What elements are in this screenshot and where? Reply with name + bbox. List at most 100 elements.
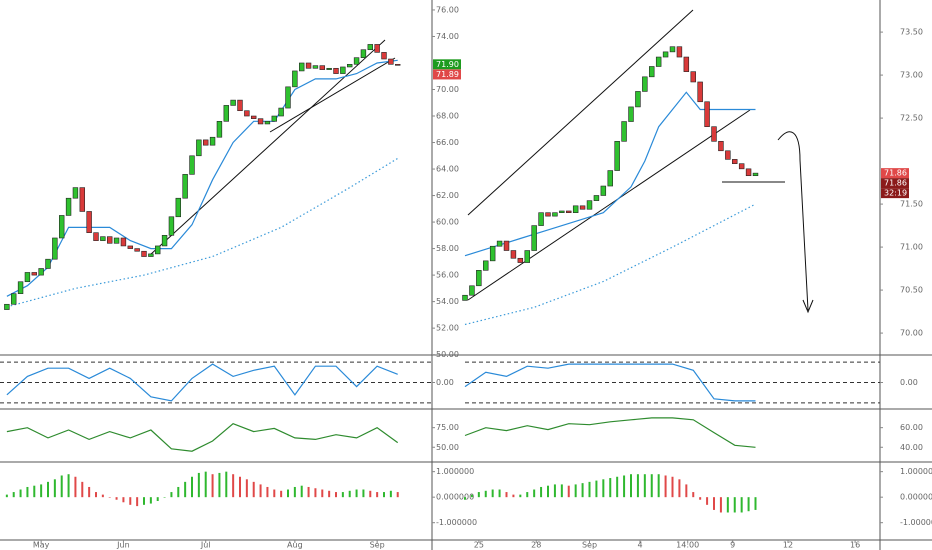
candle — [4, 303, 10, 310]
y-tick-label: 0.00 — [900, 378, 918, 387]
histogram-bar — [547, 485, 549, 498]
candle — [292, 70, 298, 88]
histogram-bar — [81, 481, 84, 498]
histogram-bar — [477, 492, 480, 498]
histogram-bar — [136, 497, 139, 507]
candle — [690, 71, 696, 83]
candle — [148, 253, 154, 257]
y-tick-label: 40.00 — [900, 443, 923, 452]
histogram-bar — [245, 479, 248, 498]
histogram-bar — [211, 474, 214, 498]
histogram-bar — [664, 475, 667, 498]
candle — [367, 44, 373, 51]
histogram-bar — [5, 494, 8, 498]
y-tick-label: 56.00 — [436, 271, 459, 280]
histogram-bar — [519, 494, 522, 498]
candle — [17, 281, 24, 294]
histogram-bar — [526, 492, 529, 498]
x-tick-label: Jun — [116, 541, 130, 550]
candle — [586, 200, 593, 210]
price-label-bg — [881, 178, 909, 189]
y-tick-label: 70.50 — [900, 286, 923, 295]
histogram-bar — [355, 489, 358, 498]
candle — [127, 245, 133, 249]
y-tick-label: 64.00 — [436, 165, 459, 174]
histogram-bar — [464, 497, 466, 500]
histogram-bar — [218, 472, 221, 498]
candle — [483, 260, 489, 271]
oscillator-line — [464, 417, 756, 448]
candle — [725, 150, 731, 160]
candle — [614, 141, 620, 171]
candle — [489, 245, 496, 262]
histogram-bar — [33, 485, 36, 498]
histogram-bar — [491, 489, 494, 498]
histogram-bar — [376, 492, 379, 498]
histogram-bar — [657, 474, 660, 498]
histogram-bar — [747, 497, 750, 512]
histogram-bar — [197, 472, 200, 498]
candle — [285, 86, 291, 109]
histogram-bar — [232, 474, 235, 498]
y-tick-label: 70.00 — [900, 329, 923, 338]
drawings — [149, 9, 814, 314]
histogram-bar — [149, 497, 152, 504]
histogram-bar — [88, 486, 91, 498]
histogram-bar — [389, 490, 392, 498]
y-tick-label: 75.00 — [436, 423, 459, 432]
y-tick-label: 73.50 — [900, 28, 923, 37]
candle — [655, 56, 662, 67]
histogram-bar — [67, 474, 70, 498]
histogram-bar — [129, 497, 132, 505]
x-tick-label: Sep — [370, 541, 385, 550]
y-tick-label: 50.00 — [436, 443, 459, 452]
histogram-bar — [505, 492, 508, 498]
histogram-bar — [53, 479, 56, 498]
histogram-bar — [101, 494, 104, 498]
y-tick-label: 54.00 — [436, 297, 459, 306]
candle — [100, 236, 106, 241]
candle — [79, 187, 85, 212]
histogram-bar — [733, 497, 736, 513]
candle — [45, 258, 51, 269]
indicator-line — [6, 59, 398, 297]
candle — [65, 197, 72, 216]
candle — [503, 240, 510, 251]
histogram-bar — [273, 489, 276, 498]
histogram-bar — [602, 479, 605, 498]
histogram-bar — [369, 490, 372, 498]
y-tick-label: 71.50 — [900, 200, 923, 209]
candle — [732, 159, 738, 164]
histogram-bar — [348, 490, 351, 498]
x-tick-label: Sep — [582, 541, 597, 550]
histogram-bar — [191, 476, 193, 498]
histogram-bar — [122, 497, 125, 503]
candle — [738, 163, 745, 170]
histogram-bar — [115, 497, 118, 500]
histogram-bar — [540, 486, 543, 498]
histogram-bar — [706, 497, 709, 505]
price-label: 71.86 — [884, 179, 907, 188]
candle — [271, 115, 277, 122]
candle — [251, 115, 257, 119]
candle — [607, 170, 613, 187]
histogram-bar — [719, 497, 722, 513]
indicator-line — [464, 203, 756, 326]
histogram-bar — [643, 474, 646, 498]
histogram-bar — [560, 484, 563, 498]
candle — [299, 62, 305, 72]
histogram-bar — [383, 492, 385, 498]
y-tick-label: 50.00 — [436, 350, 459, 359]
y-tick-label: 74.00 — [436, 32, 459, 41]
candle — [340, 66, 346, 74]
candle — [649, 66, 655, 78]
histogram-bar — [95, 492, 97, 498]
histogram-bar — [225, 471, 228, 498]
candle — [669, 46, 676, 53]
arrow-head — [802, 299, 814, 314]
y-tick-label: -1.000000 — [900, 518, 932, 527]
candle — [203, 139, 209, 146]
histogram-bar — [692, 492, 695, 498]
oscillator-line — [6, 363, 398, 402]
histogram-bar — [328, 490, 331, 498]
